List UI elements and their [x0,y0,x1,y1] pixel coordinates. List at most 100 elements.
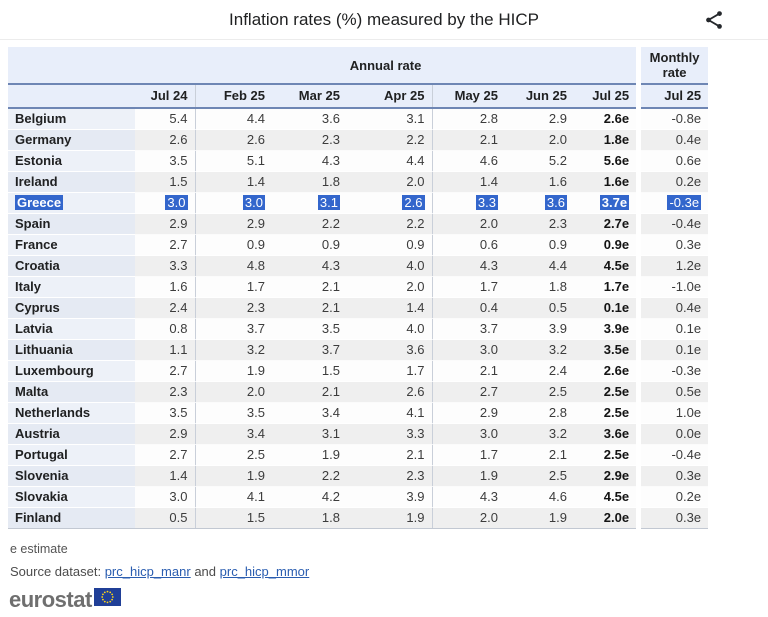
annual-estimate-cell: 2.7e [574,213,637,235]
annual-rate-cell: 4.6 [505,486,574,508]
annual-rate-cell: 2.6 [347,192,433,214]
country-cell[interactable]: Cyprus [8,297,135,319]
annual-rate-cell: 2.2 [347,213,433,235]
annual-rate-cell: 1.7 [347,360,433,382]
monthly-rate-cell: 0.3e [641,465,709,487]
header-group-row: Annual rate Monthly rate [8,47,709,85]
annual-rate-cell: 1.9 [505,507,574,529]
annual-rate-cell: 2.5 [505,465,574,487]
country-cell[interactable]: Ireland [8,171,135,193]
country-cell[interactable]: Austria [8,423,135,445]
selected-value: 2.6 [402,195,425,210]
monthly-rate-cell: 0.5e [641,381,709,403]
annual-rate-cell: 2.7 [432,381,505,403]
selected-value: -0.3e [667,195,702,210]
country-cell[interactable]: Luxembourg [8,360,135,382]
annual-rate-cell: 3.2 [505,339,574,361]
column-gap [636,171,642,193]
country-cell[interactable]: Slovenia [8,465,135,487]
monthly-rate-cell: -0.3e [641,360,709,382]
eu-flag-icon [93,588,121,611]
annual-rate-cell: 3.5 [135,150,196,172]
country-cell[interactable]: Malta [8,381,135,403]
country-cell[interactable]: Italy [8,276,135,298]
month-header-feb-25: Feb 25 [195,84,272,109]
column-gap [636,444,642,466]
selected-value: 3.7e [599,195,630,210]
annual-rate-cell: 4.0 [347,318,433,340]
table-row: Cyprus 2.4 2.3 2.1 1.4 0.4 0.5 0.1e 0.4e [8,297,709,319]
annual-rate-cell: 3.4 [272,402,347,424]
country-cell[interactable]: Slovakia [8,486,135,508]
monthly-rate-cell: -1.0e [641,276,709,298]
table-row: Portugal 2.7 2.5 1.9 2.1 1.7 2.1 2.5e -0.4e [8,444,709,466]
annual-rate-cell: 2.3 [135,381,196,403]
annual-rate-cell: 3.2 [505,423,574,445]
annual-rate-cell: 1.8 [272,507,347,529]
monthly-rate-cell: 0.6e [641,150,709,172]
annual-rate-cell: 1.4 [135,465,196,487]
country-cell[interactable]: Croatia [8,255,135,277]
country-cell[interactable]: Netherlands [8,402,135,424]
annual-rate-cell: 1.8 [272,171,347,193]
share-button[interactable] [702,9,726,33]
annual-rate-cell: 0.9 [195,234,272,256]
annual-rate-cell: 3.5 [272,318,347,340]
country-cell[interactable]: Estonia [8,150,135,172]
annual-rate-cell: 2.3 [195,297,272,319]
table-row: Ireland 1.5 1.4 1.8 2.0 1.4 1.6 1.6e 0.2e [8,171,709,193]
annual-rate-cell: 0.6 [432,234,505,256]
selected-value: 3.6 [544,195,567,210]
column-gap [636,318,642,340]
country-cell[interactable]: Portugal [8,444,135,466]
annual-rate-cell: 5.4 [135,108,196,130]
annual-rate-cell: 4.4 [195,108,272,130]
inflation-rates-table: Annual rate Monthly rate Jul 24 Feb 25 Mar 2… [8,47,709,529]
column-gap [636,129,642,151]
annual-rate-cell: 4.8 [195,255,272,277]
country-cell[interactable]: Belgium [8,108,135,130]
annual-rate-cell: 2.3 [505,213,574,235]
annual-estimate-cell: 1.7e [574,276,637,298]
country-cell[interactable]: Spain [8,213,135,235]
annual-rate-cell: 4.3 [432,255,505,277]
country-cell[interactable]: France [8,234,135,256]
annual-rate-cell: 3.3 [432,192,505,214]
annual-rate-cell: 2.7 [135,360,196,382]
table-row: Luxembourg 2.7 1.9 1.5 1.7 2.1 2.4 2.6e -0.3e [8,360,709,382]
column-gap [636,213,642,235]
annual-rate-cell: 4.2 [272,486,347,508]
annual-rate-cell: 2.2 [347,129,433,151]
country-cell[interactable]: Greece [8,192,135,214]
country-cell[interactable]: Latvia [8,318,135,340]
column-gap [636,47,642,84]
annual-rate-cell: 3.7 [195,318,272,340]
monthly-rate-cell: 0.2e [641,171,709,193]
annual-rate-cell: 1.5 [272,360,347,382]
annual-estimate-cell: 4.5e [574,255,637,277]
selected-value: 3.3 [475,195,498,210]
monthly-rate-cell: 0.4e [641,297,709,319]
country-cell[interactable]: Finland [8,507,135,529]
month-header-mar-25: Mar 25 [272,84,347,109]
source-link-prc-hicp-mmor[interactable]: prc_hicp_mmor [219,564,310,579]
annual-estimate-cell: 0.9e [574,234,637,256]
table-row: France 2.7 0.9 0.9 0.9 0.6 0.9 0.9e 0.3e [8,234,709,256]
annual-rate-cell: 2.5 [195,444,272,466]
eurostat-logo: eurostat [9,588,768,611]
country-cell[interactable]: Germany [8,129,135,151]
annual-rate-cell: 1.4 [347,297,433,319]
annual-rate-cell: 3.0 [135,192,196,214]
annual-estimate-cell: 2.6e [574,360,637,382]
month-header-apr-25: Apr 25 [347,84,433,109]
monthly-rate-group-header: Monthly rate [641,47,709,85]
table-row: Finland 0.5 1.5 1.8 1.9 2.0 1.9 2.0e 0.3e [8,507,709,529]
country-cell[interactable]: Lithuania [8,339,135,361]
annual-rate-cell: 3.7 [432,318,505,340]
source-link-prc-hicp-manr[interactable]: prc_hicp_manr [104,564,191,579]
annual-rate-cell: 2.1 [272,276,347,298]
annual-estimate-cell: 3.5e [574,339,637,361]
annual-rate-cell: 4.3 [272,255,347,277]
monthly-rate-cell: 1.2e [641,255,709,277]
annual-rate-cell: 2.9 [505,108,574,130]
